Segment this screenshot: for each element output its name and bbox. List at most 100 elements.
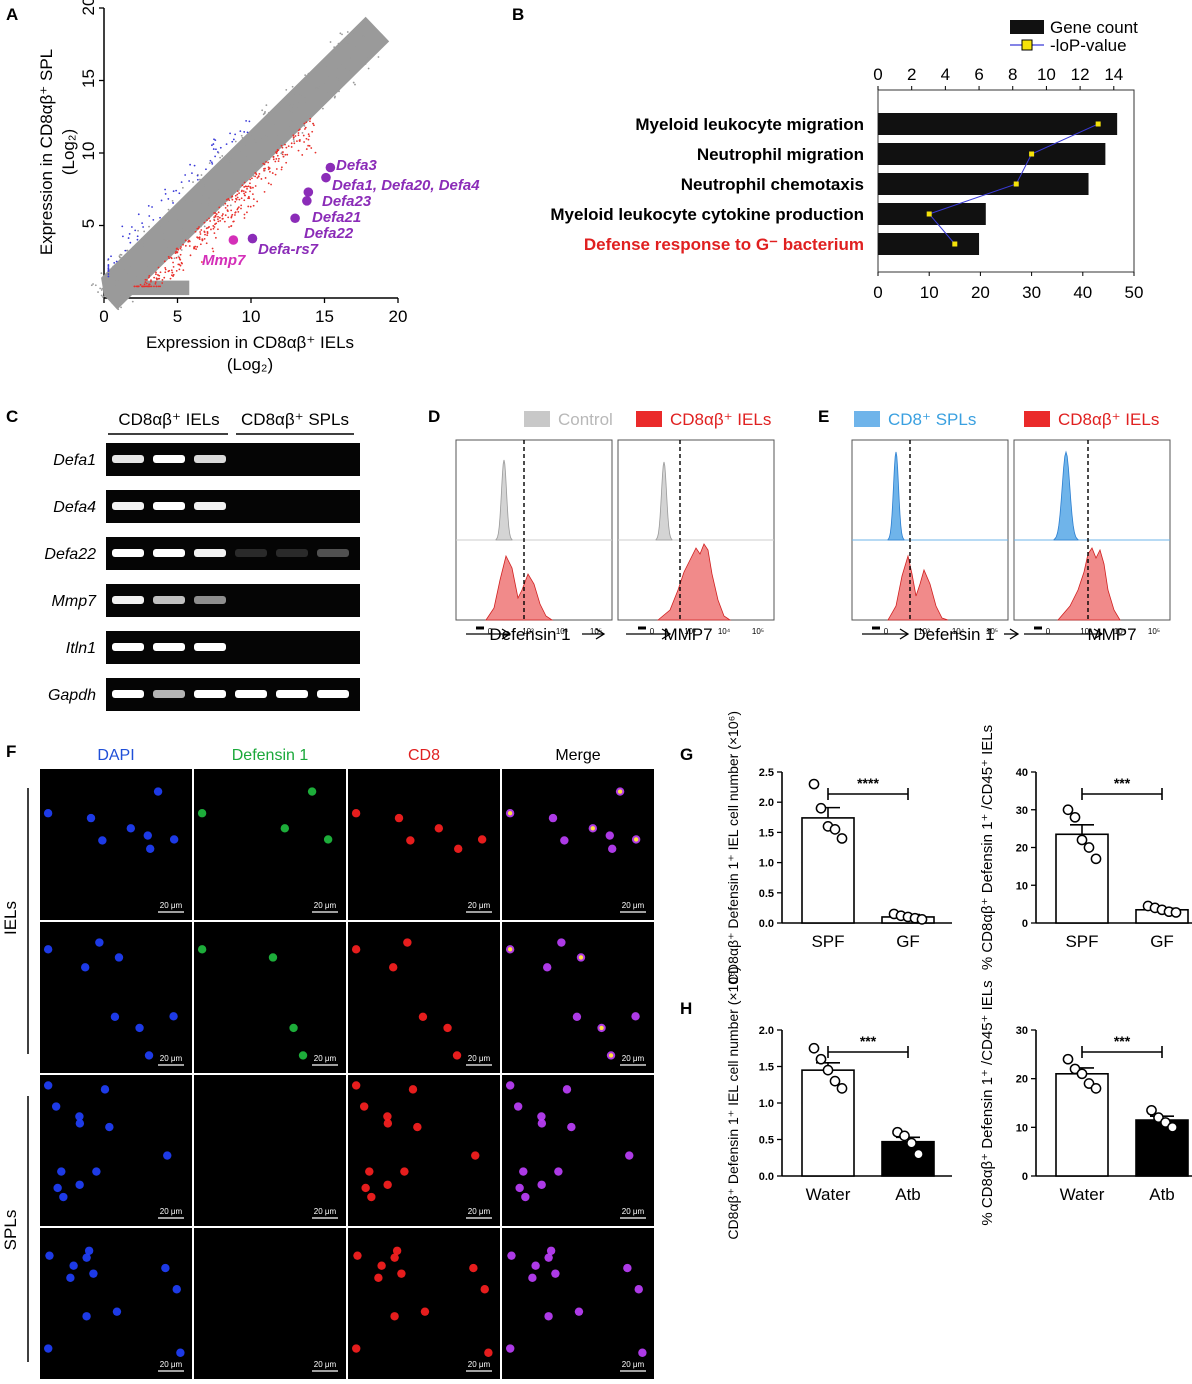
- scatter-point: [192, 195, 195, 198]
- scatter-point-up: [246, 185, 248, 188]
- cell-spot: [434, 824, 444, 833]
- scatter-point: [141, 249, 144, 251]
- cell-spot: [507, 1251, 516, 1260]
- scatter-point-up: [309, 117, 312, 120]
- scatter-point: [306, 91, 309, 94]
- scatter-point-up: [218, 206, 221, 209]
- cell-spot: [484, 1348, 493, 1357]
- gel-band: [194, 643, 226, 651]
- scatter-point-up: [269, 170, 271, 173]
- microscopy-tile: [348, 1228, 500, 1379]
- scatter-point: [232, 176, 235, 179]
- scatter-point: [138, 259, 141, 262]
- scale-bar-label: 20 μm: [314, 1054, 337, 1063]
- scatter-point: [341, 62, 344, 65]
- scatter-point-up: [167, 255, 170, 258]
- scatter-point: [171, 199, 174, 202]
- scatter-point-down: [232, 138, 235, 141]
- scatter-point: [137, 277, 140, 280]
- cell-spot: [418, 1012, 428, 1021]
- scatter-point: [297, 96, 300, 99]
- scatter-point: [133, 261, 135, 263]
- gel-band: [112, 643, 144, 651]
- cell-spot: [521, 1192, 530, 1202]
- scatter-point: [115, 269, 117, 272]
- scatter-point-up: [177, 248, 180, 251]
- scatter-point-up: [164, 271, 167, 274]
- scatter-point-up: [148, 274, 151, 277]
- scatter-point: [245, 157, 248, 160]
- cell-spot: [153, 787, 163, 796]
- scale-bar-label: 20 μm: [160, 901, 183, 910]
- scatter-point: [367, 67, 370, 70]
- scatter-point: [209, 207, 212, 210]
- scatter-point: [342, 84, 345, 86]
- scatter-point-up: [303, 141, 306, 143]
- scatter-point: [127, 273, 130, 276]
- scatter-point: [192, 181, 194, 183]
- scatter-point: [139, 266, 142, 269]
- scatter-point: [128, 256, 131, 259]
- scatter-point-up: [148, 285, 151, 288]
- scatter-point: [100, 272, 103, 275]
- scatter-point-up: [257, 175, 260, 178]
- scatter-point: [268, 126, 271, 128]
- cell-spot: [625, 1151, 634, 1160]
- scatter-point: [232, 182, 235, 185]
- scatter-point-up: [155, 273, 157, 276]
- scatter-point: [115, 284, 118, 287]
- scatter-point: [180, 221, 183, 224]
- scatter-point: [235, 177, 237, 179]
- hist-d-mmp7-top-peak: [655, 461, 673, 541]
- scatter-point: [366, 55, 368, 58]
- scatter-point: [280, 124, 282, 127]
- scatter-point-up: [157, 266, 160, 269]
- scatter-point: [214, 168, 217, 170]
- scatter-point-down: [129, 241, 132, 244]
- scatter-point-up: [312, 122, 315, 125]
- scatter-point: [144, 254, 147, 257]
- scatter-point: [139, 264, 142, 267]
- scatter-point: [320, 79, 323, 81]
- bar-ytick-label: 0.5: [759, 1135, 774, 1147]
- scatter-point-up: [246, 211, 248, 214]
- legend-swatch-control: [524, 411, 550, 427]
- gel-rows: Defa1 Defa4 Defa22 Mmp7 Itln1 Gapdh: [44, 443, 360, 711]
- microscopy-tile: [194, 922, 346, 1073]
- cell-spot: [51, 1102, 61, 1111]
- scatter-point: [325, 86, 328, 89]
- scatter-point: [347, 36, 350, 39]
- scatter-point: [192, 201, 195, 204]
- scatter-point: [142, 258, 145, 261]
- scatter-point-up: [234, 214, 236, 216]
- scatter-point: [135, 274, 138, 277]
- scatter-point: [210, 175, 213, 177]
- scatter-point: [200, 223, 203, 226]
- cell-spot: [394, 813, 404, 823]
- scatter-point: [177, 238, 180, 240]
- gene-dot: [247, 233, 258, 244]
- scatter-point: [350, 59, 353, 62]
- cell-spot: [163, 1151, 172, 1160]
- axis-label-defensin1-d: Defensin 1: [489, 625, 570, 644]
- scatter-point: [317, 80, 319, 82]
- scatter-point-up: [145, 282, 148, 285]
- scatter-point-up: [236, 190, 239, 193]
- scatter-point: [283, 123, 286, 125]
- cell-spot: [280, 824, 290, 833]
- scatter-point: [223, 182, 226, 185]
- scatter-point-up: [169, 277, 172, 280]
- scatter-point: [324, 85, 327, 88]
- scatter-point-up: [267, 168, 270, 171]
- scatter-point-up: [303, 122, 306, 125]
- scatter-point: [358, 55, 361, 58]
- scatter-point: [353, 37, 356, 40]
- go-top-tick-label: 6: [974, 65, 983, 84]
- scatter-point: [318, 89, 321, 92]
- cell-spot: [544, 1312, 553, 1321]
- scatter-point-up: [241, 184, 244, 187]
- scatter-point: [246, 179, 249, 182]
- cell-spot: [623, 1263, 632, 1273]
- scatter-point: [145, 264, 148, 267]
- scatter-point: [329, 41, 332, 43]
